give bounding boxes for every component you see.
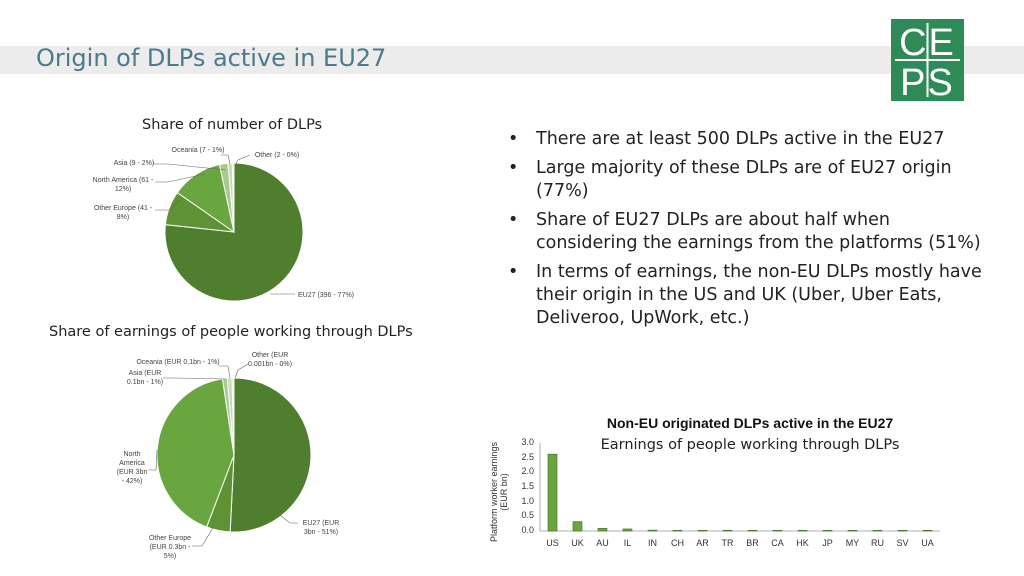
leader-line xyxy=(148,449,158,471)
leader-line xyxy=(235,154,251,165)
bar-au xyxy=(597,528,608,532)
pie2-label-oceania: Oceania (EUR 0.1bn - 1%) xyxy=(136,359,220,366)
y-tick-label: 1.0 xyxy=(521,495,534,506)
pie-slice-eu27 xyxy=(229,377,312,533)
x-tick-label: CA xyxy=(771,538,784,548)
bar-us xyxy=(547,453,558,532)
y-tick-label: 1.5 xyxy=(521,481,534,491)
bar-hk xyxy=(797,530,808,532)
leader-line xyxy=(155,199,181,211)
x-tick-label: UA xyxy=(921,538,934,548)
x-tick-label: JP xyxy=(822,538,833,548)
bullet-item: There are at least 500 DLPs active in th… xyxy=(506,128,986,151)
bar-chart-subtitle: Earnings of people working through DLPs xyxy=(600,437,900,453)
pie2-label-north-america: North America (EUR 3bn - 42%) xyxy=(116,451,148,485)
pie2-label-eu27: EU27 (EUR 3bn - 51%) xyxy=(302,520,340,536)
leader-line xyxy=(219,365,231,379)
x-tick-label: AU xyxy=(596,538,609,548)
bar-il xyxy=(622,528,633,532)
y-tick-label: 3.0 xyxy=(521,437,534,447)
pie-slice-other xyxy=(231,162,235,233)
bullet-item: Large majority of these DLPs are of EU27… xyxy=(506,157,986,203)
bar-chart-title: Non-EU originated DLPs active in the EU2… xyxy=(606,415,894,431)
pie2-title: Share of earnings of people working thro… xyxy=(49,324,413,340)
bar-br xyxy=(747,530,758,532)
y-tick-label: 2.0 xyxy=(521,466,534,477)
leader-line xyxy=(279,514,298,524)
y-tick-label: 0.0 xyxy=(521,525,534,535)
x-tick-label: CH xyxy=(671,538,684,548)
x-tick-label: IL xyxy=(623,538,632,548)
pie2-label-asia: Asia (EUR 0.1bn - 1%) xyxy=(126,370,164,386)
bar-sv xyxy=(897,530,908,532)
y-tick-label: 0.5 xyxy=(521,510,534,521)
bar-jp xyxy=(822,530,833,532)
x-tick-label: UK xyxy=(571,538,584,548)
pie1-label-asia: Asia (9 - 2%) xyxy=(113,160,155,167)
bar-ar xyxy=(697,530,708,532)
leader-line xyxy=(221,154,231,165)
bar-tr xyxy=(722,530,733,532)
pie1-label-north-america: North America (61 - 12%) xyxy=(92,177,154,193)
bar-ca xyxy=(772,530,783,532)
title-band xyxy=(0,46,1024,74)
x-tick-label: IN xyxy=(648,538,657,548)
pie1-label-oceania: Oceania (7 - 1%) xyxy=(171,147,225,154)
pie-slice-north-america xyxy=(156,378,235,528)
pie-slice-other xyxy=(231,377,235,456)
x-tick-label: US xyxy=(546,538,559,548)
bullet-item: In terms of earnings, the non-EU DLPs mo… xyxy=(506,261,986,330)
pie1-label-other-europe: Other Europe (41 - 8%) xyxy=(93,205,153,221)
logo-text-bottom: PS xyxy=(900,62,955,101)
bullet-item: Share of EU27 DLPs are about half when c… xyxy=(506,209,986,255)
ceps-logo: CE PS xyxy=(891,19,964,101)
bar-ua xyxy=(922,530,933,532)
pie1-label-other: Other (2 - 0%) xyxy=(254,152,300,159)
bar-ru xyxy=(872,530,883,532)
slide-title: Origin of DLPs active in EU27 xyxy=(36,44,387,72)
pie1-title: Share of number of DLPs xyxy=(142,117,323,133)
x-tick-label: BR xyxy=(746,538,759,548)
x-tick-label: SV xyxy=(896,538,909,548)
bar-uk xyxy=(572,521,583,532)
x-tick-label: TR xyxy=(721,538,734,548)
bar-my xyxy=(847,530,858,532)
pie2-label-other-europe: Other Europe (EUR 0.3bn - 5%) xyxy=(148,535,192,560)
bar-ch xyxy=(672,530,683,532)
bar-in xyxy=(647,529,658,532)
x-tick-label: MY xyxy=(845,538,860,548)
y-tick-label: 2.5 xyxy=(521,451,534,462)
pie1-label-eu27: EU27 (396 - 77%) xyxy=(297,292,355,299)
leader-line xyxy=(155,173,206,183)
logo-text-top: CE xyxy=(899,22,956,64)
leader-line xyxy=(192,525,215,547)
leader-line xyxy=(234,363,249,379)
x-tick-label: RU xyxy=(871,538,884,548)
leader-line xyxy=(163,377,227,380)
x-tick-label: HK xyxy=(796,538,809,548)
bullet-list: There are at least 500 DLPs active in th… xyxy=(506,128,986,336)
x-tick-label: AR xyxy=(696,538,709,548)
pie2-label-other: Other (EUR 0.001bn - 0%) xyxy=(248,352,292,368)
leader-line xyxy=(153,163,227,171)
